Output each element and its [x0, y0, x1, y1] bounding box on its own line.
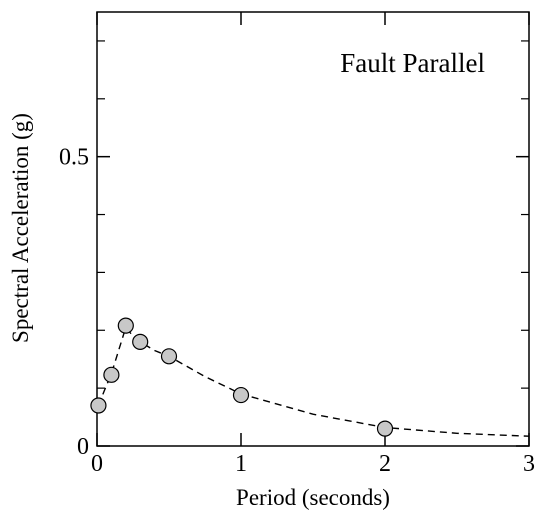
labels-layer: Fault Parallel Period (seconds) Spectral…	[8, 48, 485, 510]
data-point	[90, 397, 107, 414]
fit-curve-line	[97, 325, 530, 437]
plot-frame	[96, 11, 530, 447]
y-tick-label: 0.5	[59, 145, 89, 171]
data-point	[117, 317, 134, 334]
axes-layer: 0 1 2 3 0 0.5	[59, 11, 535, 477]
data-point	[103, 366, 120, 383]
x-axis-label: Period (seconds)	[236, 485, 390, 510]
chart-title: Fault Parallel	[340, 48, 485, 78]
y-tick-label: 0	[77, 434, 89, 460]
series-layer	[90, 317, 530, 437]
data-point	[232, 386, 250, 404]
data-point	[160, 348, 178, 365]
x-tick-label: 3	[523, 451, 535, 477]
y-axis-label: Spectral Acceleration (g)	[8, 113, 33, 343]
data-point	[132, 333, 149, 350]
data-point	[376, 420, 394, 437]
x-tick-label: 0	[91, 451, 103, 477]
x-tick-label: 2	[379, 451, 391, 477]
x-tick-label: 1	[235, 451, 247, 477]
